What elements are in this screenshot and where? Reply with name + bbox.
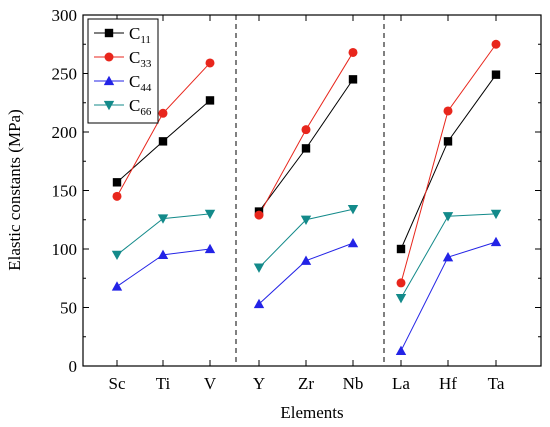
y-axis-title: Elastic constants (MPa) xyxy=(5,109,24,270)
data-point-c33-hf xyxy=(443,106,453,116)
y-tick-label: 250 xyxy=(52,65,78,84)
data-point-c44-y xyxy=(253,298,265,309)
series-line-c44-group-2 xyxy=(258,242,354,305)
data-point-c33-ta xyxy=(491,39,501,49)
data-point-c66-ti xyxy=(157,214,169,224)
series-line-c11-group-3 xyxy=(400,74,497,250)
x-tick-label: Y xyxy=(253,374,265,393)
data-point-c66-la xyxy=(395,293,407,304)
legend-marker-c11 xyxy=(104,28,114,38)
x-tick-label: La xyxy=(392,374,410,393)
x-tick-label: Sc xyxy=(109,374,126,393)
legend-marker-c33 xyxy=(104,52,114,62)
legend-label-c66: C66 xyxy=(129,96,152,118)
x-tick-label: V xyxy=(204,374,217,393)
y-tick-label: 0 xyxy=(69,357,78,376)
data-point-c11-ti xyxy=(158,137,168,146)
data-point-c66-y xyxy=(253,263,265,273)
data-point-c44-zr xyxy=(300,255,312,265)
data-point-c11-zr xyxy=(301,144,311,153)
data-point-c66-hf xyxy=(442,212,454,222)
axes-layer: 0 50 100 150 200 250 300 Sc Ti V Y Zr Nb La Hf Ta xyxy=(52,6,542,393)
data-point-c33-la xyxy=(396,278,406,288)
x-tick-label: Ta xyxy=(488,374,505,393)
data-point-c11-hf xyxy=(443,137,453,146)
legend-label-c11: C11 xyxy=(129,24,151,46)
data-point-c44-la xyxy=(395,345,407,355)
legend-label-c33: C33 xyxy=(129,48,152,70)
data-point-c33-y xyxy=(254,210,264,220)
data-point-c66-v xyxy=(204,209,216,220)
data-point-c44-ti xyxy=(157,249,169,260)
data-point-c44-sc xyxy=(111,281,123,291)
series-line-c33-group-3 xyxy=(400,43,497,284)
data-point-c11-la xyxy=(396,244,406,254)
data-point-c11-sc xyxy=(112,178,122,187)
data-point-c11-ta xyxy=(491,70,501,79)
legend-label-c44: C44 xyxy=(129,72,152,94)
data-point-c33-sc xyxy=(112,191,122,201)
data-point-c11-v xyxy=(205,96,215,105)
data-point-c44-hf xyxy=(442,251,454,262)
y-tick-label: 150 xyxy=(52,182,78,201)
data-point-c11-nb xyxy=(348,75,358,84)
x-tick-label: Zr xyxy=(298,374,314,393)
legend-box xyxy=(87,18,159,124)
y-tick-label: 200 xyxy=(52,123,78,142)
y-tick-label: 100 xyxy=(52,240,78,259)
data-point-c33-ti xyxy=(158,108,168,118)
data-point-c66-ta xyxy=(490,209,502,220)
data-point-c33-v xyxy=(205,58,215,68)
y-tick-label: 300 xyxy=(52,6,78,25)
legend-marker-c44 xyxy=(103,75,115,86)
data-point-c44-v xyxy=(204,243,216,254)
data-point-c33-nb xyxy=(348,47,358,57)
data-point-c66-nb xyxy=(347,205,359,215)
y-tick-label: 50 xyxy=(60,299,77,318)
legend-marker-c66 xyxy=(103,100,115,111)
x-tick-label: Hf xyxy=(439,374,457,393)
plot-layer xyxy=(111,39,502,355)
x-axis-title: Elements xyxy=(280,403,343,422)
x-tick-label: Ti xyxy=(156,374,171,393)
data-point-c44-nb xyxy=(347,237,359,248)
data-point-c66-zr xyxy=(300,215,312,225)
data-point-c33-zr xyxy=(301,125,311,135)
x-tick-label: Nb xyxy=(343,374,364,393)
data-point-c44-ta xyxy=(490,236,502,247)
data-point-c66-sc xyxy=(111,250,123,261)
